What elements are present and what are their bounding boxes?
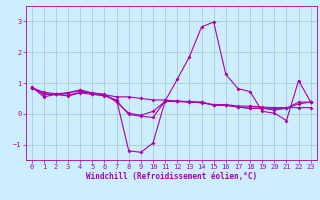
X-axis label: Windchill (Refroidissement éolien,°C): Windchill (Refroidissement éolien,°C) <box>86 172 257 181</box>
